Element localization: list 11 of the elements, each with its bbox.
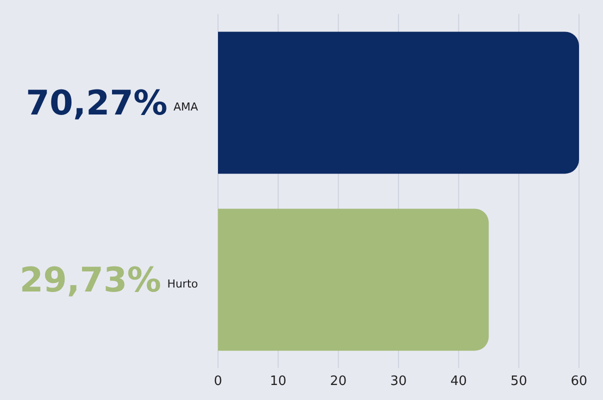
- x-tick-label: 10: [270, 374, 286, 390]
- x-tick-label: 50: [510, 374, 528, 390]
- y-tick-label: AMA: [173, 100, 198, 114]
- text: 29,73%: [20, 260, 162, 300]
- x-tick-label: 40: [450, 374, 467, 390]
- x-tick-label: 20: [330, 374, 347, 390]
- y-tick-label: Hurto: [167, 278, 198, 290]
- x-tick-label: 30: [390, 374, 407, 390]
- text: 70,27%: [26, 84, 168, 124]
- x-tick-label: 0: [214, 374, 222, 390]
- x-tick-label: 60: [570, 374, 588, 390]
